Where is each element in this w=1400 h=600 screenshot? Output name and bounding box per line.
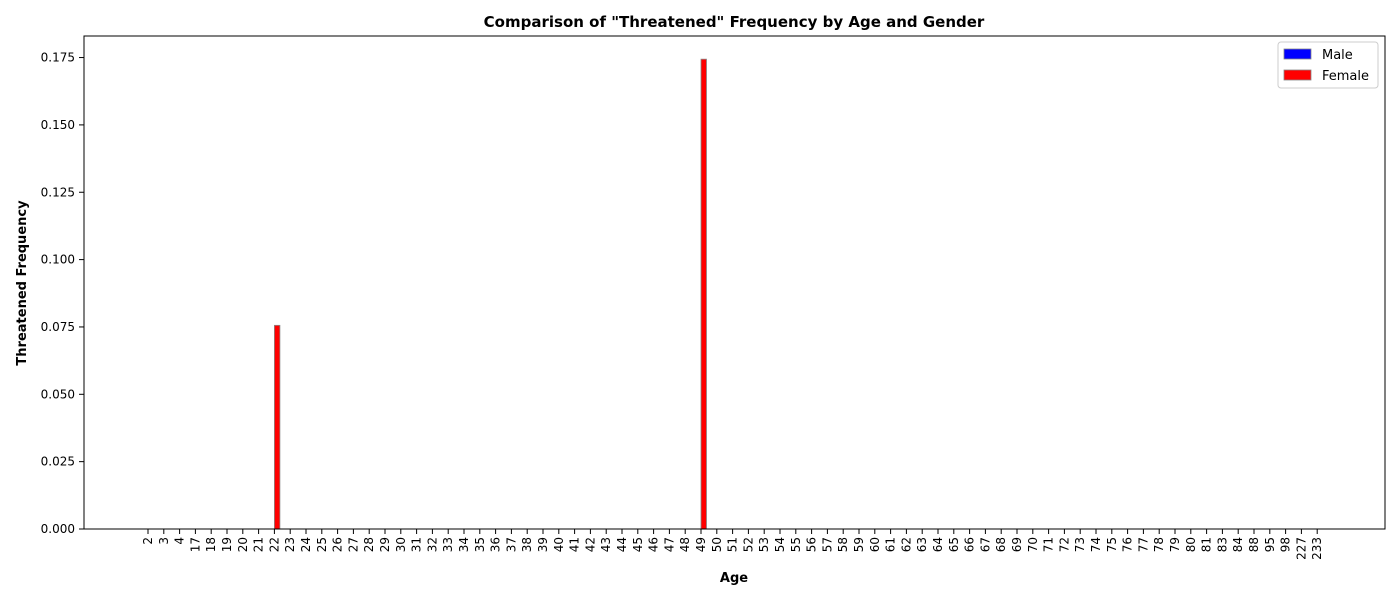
y-axis-label: Threatened Frequency — [15, 200, 30, 366]
x-tick-label: 64 — [931, 537, 945, 552]
y-tick-label: 0.050 — [41, 387, 75, 401]
x-tick-label: 55 — [789, 537, 803, 552]
x-tick-label: 45 — [631, 537, 645, 552]
x-tick-label: 67 — [978, 537, 992, 552]
legend-label-female: Female — [1322, 69, 1369, 84]
x-tick-label: 24 — [299, 537, 313, 552]
y-tick-label: 0.175 — [41, 51, 75, 65]
x-axis: 2 3 4 17 18 19 20 21 22 23 24 25 26 27 28 29 30 31 32 33 34 3… — [141, 529, 1324, 560]
x-tick-label: 47 — [662, 537, 676, 552]
x-tick-label: 78 — [1152, 537, 1166, 552]
x-tick-label: 88 — [1247, 537, 1261, 552]
x-tick-label: 17 — [188, 537, 202, 552]
x-tick-label: 20 — [236, 537, 250, 552]
x-tick-label: 52 — [741, 537, 755, 552]
legend-swatch-male — [1283, 48, 1312, 60]
x-tick-label: 22 — [267, 537, 281, 552]
y-tick-label: 0.025 — [41, 455, 75, 469]
x-tick-label: 77 — [1136, 537, 1150, 552]
x-tick-label: 63 — [915, 537, 929, 552]
legend: Male Female — [1277, 41, 1379, 89]
x-tick-label: 58 — [836, 537, 850, 552]
x-tick-label: 74 — [1089, 537, 1103, 552]
x-tick-label: 30 — [394, 537, 408, 552]
x-tick-label: 41 — [568, 537, 582, 552]
x-tick-label: 25 — [315, 537, 329, 552]
x-tick-label: 28 — [362, 537, 376, 552]
x-tick-label: 57 — [820, 537, 834, 552]
x-tick-label: 35 — [473, 537, 487, 552]
x-tick-label: 37 — [504, 537, 518, 552]
x-tick-label: 72 — [1057, 537, 1071, 552]
x-tick-label: 27 — [346, 537, 360, 552]
x-tick-label: 34 — [457, 537, 471, 552]
x-tick-label: 53 — [757, 537, 771, 552]
x-tick-label: 56 — [805, 537, 819, 552]
x-tick-label: 44 — [615, 537, 629, 552]
x-tick-label: 31 — [410, 537, 424, 552]
x-tick-label: 23 — [283, 537, 297, 552]
x-tick-label: 3 — [157, 537, 171, 545]
x-axis-label: Age — [720, 571, 748, 586]
x-tick-label: 71 — [1042, 537, 1056, 552]
x-tick-label: 4 — [173, 537, 187, 545]
x-tick-label: 80 — [1184, 537, 1198, 552]
legend-label-male: Male — [1322, 48, 1353, 63]
legend-swatch-female — [1283, 69, 1312, 81]
x-tick-label: 32 — [425, 537, 439, 552]
x-tick-label: 76 — [1121, 537, 1135, 552]
x-tick-label: 29 — [378, 537, 392, 552]
x-tick-label: 54 — [773, 537, 787, 552]
y-tick-label: 0.100 — [41, 253, 75, 267]
x-tick-label: 50 — [710, 537, 724, 552]
x-tick-label: 43 — [599, 537, 613, 552]
y-tick-label: 0.075 — [41, 320, 75, 334]
x-tick-label: 83 — [1215, 537, 1229, 552]
x-tick-label: 70 — [1026, 537, 1040, 552]
x-tick-label: 33 — [441, 537, 455, 552]
x-tick-label: 62 — [899, 537, 913, 552]
x-tick-label: 19 — [220, 537, 234, 552]
bar-female-49 — [700, 58, 707, 530]
x-tick-label: 84 — [1231, 537, 1245, 552]
x-tick-label: 2 — [141, 537, 155, 545]
x-tick-label: 26 — [331, 537, 345, 552]
x-tick-label: 61 — [884, 537, 898, 552]
x-tick-label: 60 — [868, 537, 882, 552]
x-tick-label: 79 — [1168, 537, 1182, 552]
x-tick-label: 18 — [204, 537, 218, 552]
bars-layer — [273, 58, 707, 530]
chart-title: Comparison of "Threatened" Frequency by … — [484, 13, 985, 31]
y-tick-label: 0.125 — [41, 185, 75, 199]
y-tick-label: 0.000 — [41, 522, 75, 536]
x-tick-label: 81 — [1200, 537, 1214, 552]
x-tick-label: 49 — [694, 537, 708, 552]
bar-female-22 — [273, 324, 281, 530]
x-tick-label: 66 — [963, 537, 977, 552]
x-tick-label: 98 — [1279, 537, 1293, 552]
x-tick-label: 42 — [583, 537, 597, 552]
plot-frame — [83, 35, 1386, 530]
x-tick-label: 46 — [647, 537, 661, 552]
x-tick-label: 65 — [947, 537, 961, 552]
x-tick-label: 68 — [994, 537, 1008, 552]
x-tick-label: 51 — [726, 537, 740, 552]
x-tick-label: 40 — [552, 537, 566, 552]
x-tick-label: 73 — [1073, 537, 1087, 552]
x-tick-label: 69 — [1010, 537, 1024, 552]
x-tick-label: 227 — [1294, 537, 1308, 560]
y-tick-label: 0.150 — [41, 118, 75, 132]
y-axis: 0.000 0.025 0.050 0.075 0.100 0.125 0.150 0.175 — [41, 51, 84, 536]
x-tick-label: 59 — [852, 537, 866, 552]
x-tick-label: 38 — [520, 537, 534, 552]
x-tick-label: 21 — [252, 537, 266, 552]
x-tick-label: 75 — [1105, 537, 1119, 552]
x-tick-label: 95 — [1263, 537, 1277, 552]
x-tick-label: 233 — [1310, 537, 1324, 560]
x-tick-label: 36 — [489, 537, 503, 552]
x-tick-label: 39 — [536, 537, 550, 552]
x-tick-label: 48 — [678, 537, 692, 552]
